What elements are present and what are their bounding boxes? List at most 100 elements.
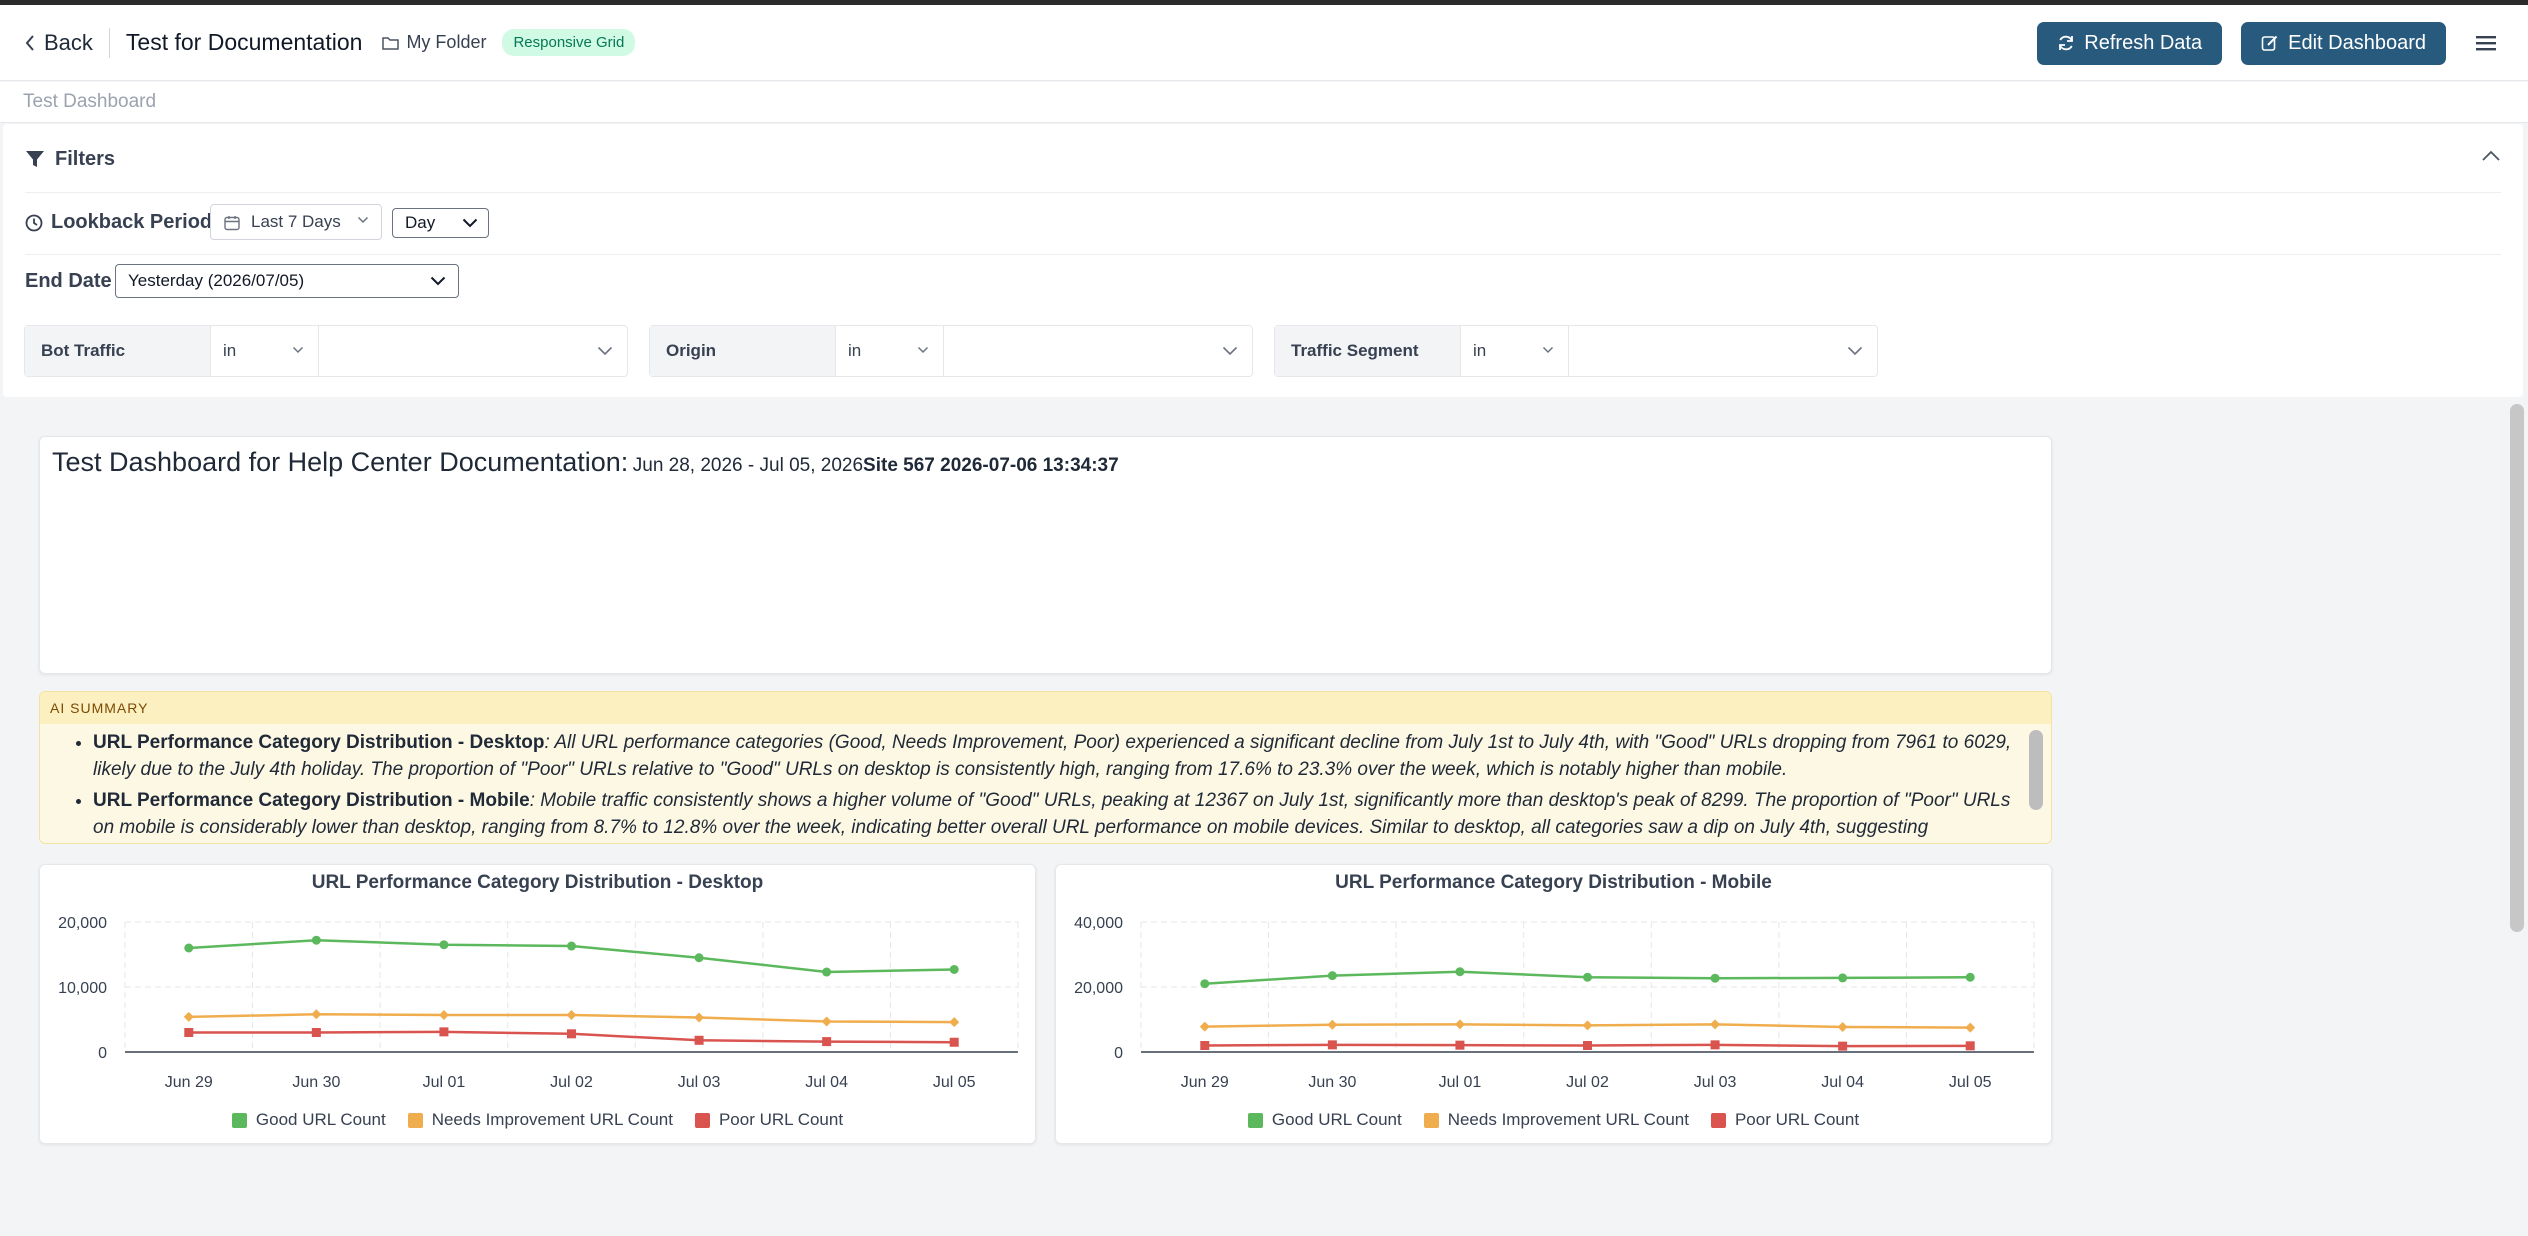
hamburger-menu-icon[interactable] xyxy=(2476,35,2496,51)
legend-label: Poor URL Count xyxy=(718,1110,844,1129)
data-point xyxy=(311,1028,321,1037)
folder-name: My Folder xyxy=(406,32,487,52)
chevron-left-icon xyxy=(25,34,34,51)
page-scrollbar-thumb[interactable] xyxy=(2510,404,2524,932)
legend-item[interactable]: Good URL Count xyxy=(1247,1110,1402,1130)
x-tick-label: Jul 05 xyxy=(933,1074,976,1091)
end-date-select[interactable]: Yesterday (2026/07/05) xyxy=(115,264,459,298)
legend-label: Poor URL Count xyxy=(1734,1110,1860,1129)
bot-traffic-value-select[interactable] xyxy=(319,326,627,376)
traffic-segment-operator-select[interactable]: in xyxy=(1461,326,1569,376)
data-point xyxy=(1583,1041,1592,1050)
legend-item[interactable]: Poor URL Count xyxy=(1710,1110,1860,1130)
text-widget-site-timestamp: Site 567 2026-07-06 13:34:37 xyxy=(863,455,1119,476)
x-tick-label: Jul 03 xyxy=(1694,1074,1737,1091)
data-point xyxy=(1455,967,1465,977)
chart-legend: Good URL Count Needs Improvement URL Coun… xyxy=(40,1110,1035,1130)
granularity-select[interactable]: Day xyxy=(392,208,489,238)
refresh-data-button[interactable]: Refresh Data xyxy=(2037,21,2223,65)
x-tick-label: Jun 30 xyxy=(1308,1074,1356,1091)
edit-dashboard-button[interactable]: Edit Dashboard xyxy=(2241,21,2446,65)
filters-header[interactable]: Filters xyxy=(25,148,115,171)
end-date-label: End Date xyxy=(25,270,112,292)
data-point xyxy=(1838,1041,1848,1051)
chevron-down-icon xyxy=(1542,346,1554,354)
data-point xyxy=(1455,1040,1465,1050)
chart-title: URL Performance Category Distribution - … xyxy=(311,872,764,893)
data-point xyxy=(821,1016,832,1027)
chevron-down-icon xyxy=(292,346,304,354)
chevron-up-icon[interactable] xyxy=(2481,150,2501,162)
data-point xyxy=(1965,1041,1975,1051)
legend-item[interactable]: Good URL Count xyxy=(231,1110,386,1130)
bot-traffic-filter: Bot Traffic in xyxy=(24,325,628,377)
data-point xyxy=(694,953,704,963)
lookback-period-label: Lookback Period xyxy=(25,211,212,234)
data-point xyxy=(1710,1019,1721,1030)
chevron-down-icon xyxy=(357,216,369,224)
traffic-segment-value-select[interactable] xyxy=(1569,326,1877,376)
data-point xyxy=(822,967,832,977)
legend-label: Needs Improvement URL Count xyxy=(1447,1110,1689,1129)
chevron-down-icon xyxy=(430,276,446,286)
origin-value-select[interactable] xyxy=(944,326,1252,376)
ai-summary-body[interactable]: URL Performance Category Distribution - … xyxy=(40,724,2027,843)
legend-label: Good URL Count xyxy=(255,1110,386,1129)
chevron-down-icon xyxy=(1847,346,1863,356)
breadcrumb-dashboard[interactable]: Test Dashboard xyxy=(23,91,157,112)
mobile-chart-card: URL Performance Category Distribution - … xyxy=(1055,864,2052,1144)
list-item: URL Performance Category Distribution - … xyxy=(93,729,2027,783)
bot-traffic-filter-label: Bot Traffic xyxy=(25,326,211,376)
traffic-segment-operator: in xyxy=(1473,341,1487,360)
dashboard-header: Back Test for Documentation My Folder Re… xyxy=(0,5,2528,81)
bot-traffic-operator: in xyxy=(223,341,237,360)
filter-icon xyxy=(26,151,44,167)
clock-icon xyxy=(25,214,43,231)
data-point xyxy=(567,1029,576,1039)
data-point xyxy=(694,1012,705,1023)
folder-link[interactable]: My Folder xyxy=(382,32,486,53)
lookback-period-text: Lookback Period xyxy=(51,211,213,233)
legend-swatch xyxy=(1710,1112,1726,1128)
y-tick-label: 40,000 xyxy=(1074,915,1123,932)
folder-icon xyxy=(382,36,400,50)
origin-filter: Origin in xyxy=(649,325,1253,377)
legend-label: Needs Improvement URL Count xyxy=(431,1110,673,1129)
y-tick-label: 20,000 xyxy=(58,915,107,932)
data-point xyxy=(1454,1019,1465,1030)
end-date-value: Yesterday (2026/07/05) xyxy=(128,271,305,290)
legend-item[interactable]: Needs Improvement URL Count xyxy=(1423,1110,1689,1130)
data-point xyxy=(438,1009,449,1020)
x-tick-label: Jul 02 xyxy=(550,1074,593,1091)
data-point xyxy=(439,940,449,950)
chart-legend: Good URL Count Needs Improvement URL Coun… xyxy=(1056,1110,2051,1130)
data-point xyxy=(1200,1041,1210,1050)
layout-badge: Responsive Grid xyxy=(502,29,636,56)
window-top-strip xyxy=(0,0,2528,5)
x-tick-label: Jul 05 xyxy=(1949,1074,1992,1091)
bot-traffic-operator-select[interactable]: in xyxy=(211,326,319,376)
data-point xyxy=(949,1017,960,1028)
back-label: Back xyxy=(44,29,93,55)
ai-summary-scrollbar-thumb[interactable] xyxy=(2029,730,2043,810)
x-tick-label: Jun 29 xyxy=(1181,1074,1229,1091)
y-tick-label: 0 xyxy=(98,1045,107,1062)
edit-dashboard-label: Edit Dashboard xyxy=(2288,31,2426,54)
lookback-period-select[interactable]: Last 7 Days xyxy=(210,204,382,240)
back-button[interactable]: Back xyxy=(24,30,93,56)
y-tick-label: 20,000 xyxy=(1074,980,1123,997)
desktop-chart-card: URL Performance Category Distribution - … xyxy=(39,864,1036,1144)
chart-title: URL Performance Category Distribution - … xyxy=(1335,872,1772,893)
data-point xyxy=(822,1037,832,1047)
legend-item[interactable]: Poor URL Count xyxy=(694,1110,844,1130)
refresh-data-label: Refresh Data xyxy=(2084,31,2203,54)
ai-summary-heading: AI SUMMARY xyxy=(40,692,2051,724)
data-point xyxy=(1327,1019,1338,1030)
data-point xyxy=(1583,972,1592,982)
traffic-segment-filter: Traffic Segment in xyxy=(1274,325,1878,377)
data-point xyxy=(1838,973,1848,983)
data-point xyxy=(949,1037,959,1047)
legend-item[interactable]: Needs Improvement URL Count xyxy=(407,1110,673,1130)
origin-operator-select[interactable]: in xyxy=(836,326,944,376)
x-tick-label: Jun 30 xyxy=(292,1074,340,1091)
